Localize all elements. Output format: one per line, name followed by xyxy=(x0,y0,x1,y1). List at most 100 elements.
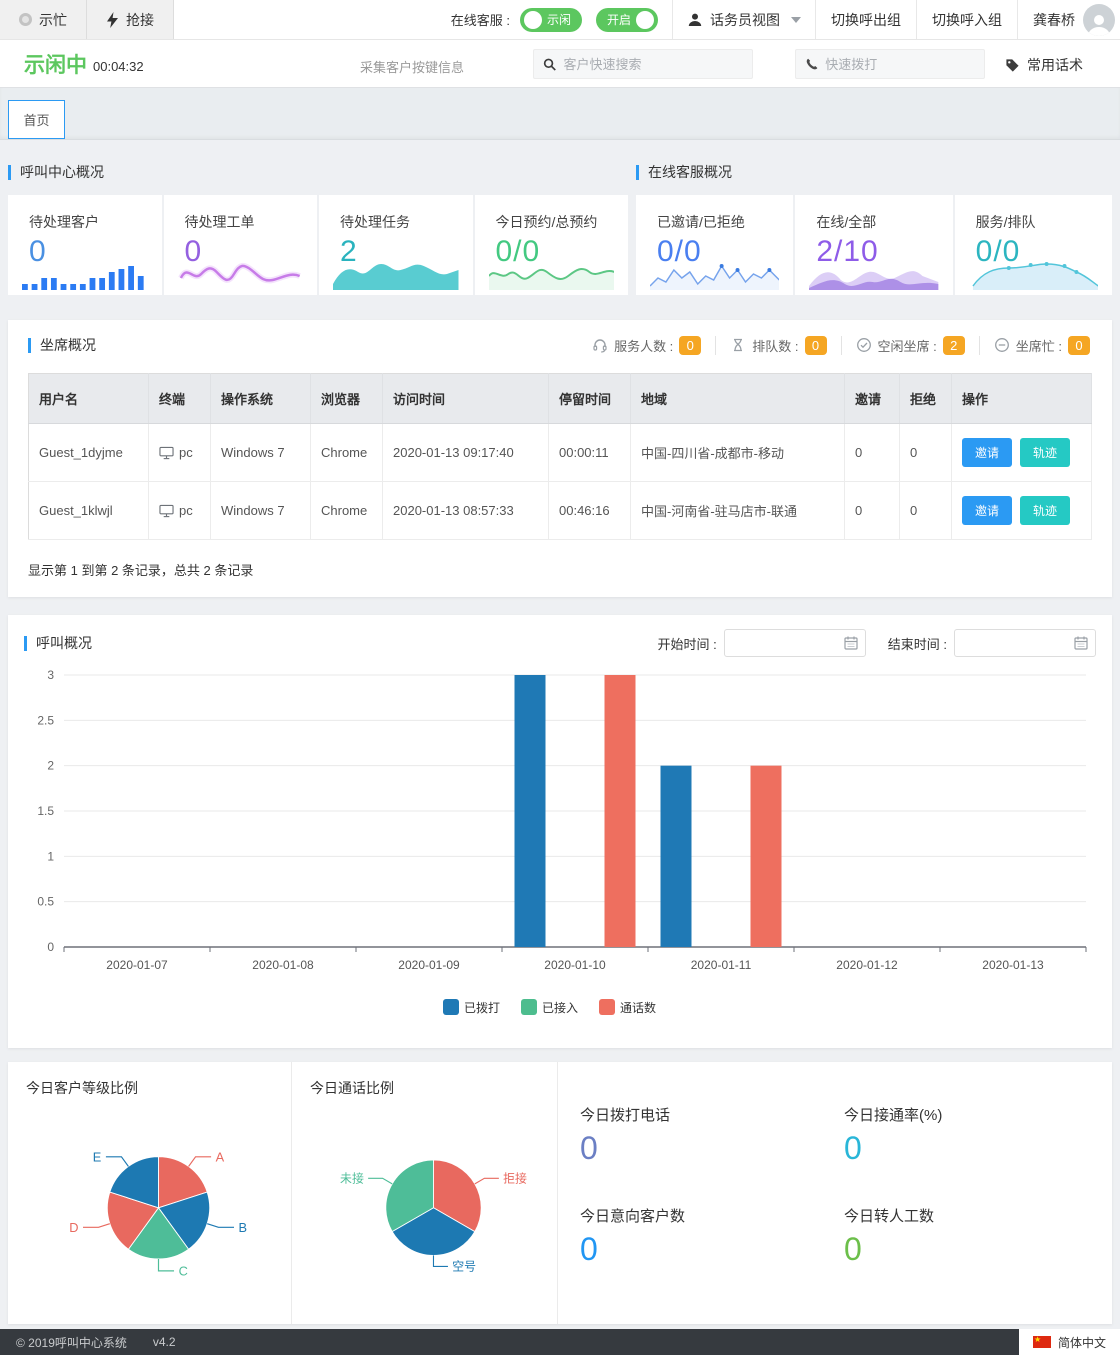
search-input[interactable] xyxy=(563,56,743,72)
collect-keys-button[interactable]: 采集客户按键信息 xyxy=(360,60,465,75)
language-switcher[interactable]: 简体中文 xyxy=(1018,1329,1120,1355)
svg-text:2020-01-11: 2020-01-11 xyxy=(691,958,752,972)
toggle-knob xyxy=(524,10,542,29)
start-time-picker: 开始时间 : xyxy=(658,629,866,657)
customer-level-section: 今日客户等级比例 A B C D E xyxy=(8,1062,292,1324)
track-button[interactable]: 轨迹 xyxy=(1020,438,1071,467)
online-service-overview-section: 在线客服概况 已邀请/已拒绝 0/0 在线/全部 2 xyxy=(636,154,1112,295)
language-label: 简体中文 xyxy=(1057,1335,1106,1350)
version-text: v4.2 xyxy=(152,1335,176,1349)
avatar xyxy=(1083,3,1115,36)
svg-text:1.5: 1.5 xyxy=(37,804,54,818)
sparkline-mountains-purple xyxy=(809,256,939,290)
end-time-picker: 结束时间 : xyxy=(888,629,1096,657)
table-header-row: 用户名 终端 操作系统 浏览器 访问时间 停留时间 地域 邀请 拒绝 操作 xyxy=(28,373,1092,424)
start-time-input[interactable] xyxy=(723,629,866,657)
title-accent-bar xyxy=(24,635,27,651)
customer-quick-search[interactable] xyxy=(533,49,753,79)
card-value: 0/0 xyxy=(657,235,702,268)
start-time-label: 开始时间 : xyxy=(657,636,717,652)
section-title-agents: 坐席概况 xyxy=(28,335,96,355)
toggle-knob xyxy=(636,10,654,29)
svg-text:2.5: 2.5 xyxy=(37,713,54,727)
copyright-text: © 2019呼叫中心系统 xyxy=(16,1335,127,1350)
stat-today-intent-customers: 今日意向客户数 0 xyxy=(580,1208,686,1267)
end-time-label: 结束时间 : xyxy=(887,636,947,652)
calendar-icon[interactable] xyxy=(843,635,859,651)
minus-circle-icon xyxy=(994,338,1009,352)
operator-view-label: 话务员视图 xyxy=(710,11,780,28)
common-phrases-button[interactable]: 常用话术 xyxy=(1005,55,1083,75)
idle-status-toggle[interactable]: 示闲 xyxy=(520,7,582,32)
lightning-icon xyxy=(107,11,118,28)
grab-call-button[interactable]: 抢接 xyxy=(87,0,174,39)
invite-button[interactable]: 邀请 xyxy=(962,438,1013,467)
card-value: 0 xyxy=(184,235,203,268)
tag-icon xyxy=(1006,58,1019,72)
col-visit-time: 访问时间 xyxy=(382,373,549,424)
call-ratio-section: 今日通话比例 拒接 空号 未接 xyxy=(292,1062,558,1324)
china-flag-icon xyxy=(1032,1335,1051,1348)
calendar-icon[interactable] xyxy=(1073,635,1089,651)
operator-view-dropdown[interactable]: 话务员视图 xyxy=(672,0,815,39)
chevron-down-icon xyxy=(791,16,801,23)
stat-badge: 0 xyxy=(804,335,827,355)
invite-button[interactable]: 邀请 xyxy=(962,496,1013,525)
monitor-icon xyxy=(159,446,174,459)
stat-badge: 0 xyxy=(1068,335,1090,355)
idle-toggle-label: 示闲 xyxy=(547,13,572,27)
col-stay-time: 停留时间 xyxy=(548,373,631,424)
stat-busy-agents: 坐席忙 : 0 xyxy=(980,335,1092,355)
show-busy-label: 示忙 xyxy=(39,11,67,28)
pie2-title: 今日通话比例 xyxy=(310,1080,394,1096)
tab-home[interactable]: 首页 xyxy=(8,100,65,139)
svg-text:0: 0 xyxy=(47,940,54,954)
card-pending-customers: 待处理客户 0 xyxy=(8,195,162,295)
col-invited: 邀请 xyxy=(844,373,900,424)
footer: © 2019呼叫中心系统 v4.2 简体中文 xyxy=(0,1329,1120,1355)
card-online-total: 在线/全部 2/10 xyxy=(795,195,953,295)
title-accent-bar xyxy=(636,164,639,180)
card-value: 0/0 xyxy=(495,235,541,268)
call-overview-panel: 呼叫概况 开始时间 : 结束时间 : xyxy=(8,615,1112,1048)
status-timer: 00:04:32 xyxy=(93,59,144,74)
enable-service-toggle[interactable]: 开启 xyxy=(596,7,658,32)
show-busy-button[interactable]: 示忙 xyxy=(0,0,87,39)
on-toggle-label: 开启 xyxy=(606,13,631,27)
stat-today-to-human: 今日转人工数 0 xyxy=(844,1208,935,1267)
dial-input[interactable] xyxy=(825,56,975,72)
switch-inbound-group-button[interactable]: 切换呼入组 xyxy=(916,0,1017,39)
track-button[interactable]: 轨迹 xyxy=(1020,496,1071,525)
user-menu[interactable]: 龚春桥 xyxy=(1017,0,1120,39)
svg-text:1: 1 xyxy=(47,849,54,863)
table-row: Guest_1klwjl pc Windows 7 Chrome 2020-01… xyxy=(28,481,1092,540)
stat-badge: 0 xyxy=(679,335,702,355)
phone-icon xyxy=(806,58,818,69)
monitor-icon xyxy=(159,504,174,517)
card-serving-queue: 服务/排队 0/0 xyxy=(954,195,1112,295)
agent-stats: 服务人数 : 0 排队数 : 0 空闲坐席 : 2 坐席忙 : 0 xyxy=(578,335,1092,355)
svg-text:3: 3 xyxy=(47,668,54,682)
svg-text:E: E xyxy=(93,1149,102,1164)
switch-outbound-group-button[interactable]: 切换呼出组 xyxy=(815,0,916,39)
call-overview-bar-chart: 0 0.5 1 1.5 2 2.5 3 2020-01-07 2020-01-08 2020-01… xyxy=(37,668,1087,1015)
svg-text:2020-01-13: 2020-01-13 xyxy=(982,958,1044,972)
today-summary-panel: 今日客户等级比例 A B C D E 今日通话比例 拒接 空号 未接 今日拨打电话 0 今日… xyxy=(8,1062,1112,1324)
search-icon xyxy=(543,58,556,71)
online-service-label: 在线客服 : xyxy=(450,13,510,28)
card-value: 2 xyxy=(340,235,358,268)
svg-text:2020-01-10: 2020-01-10 xyxy=(544,958,606,972)
card-pending-tickets: 待处理工单 0 xyxy=(163,195,317,295)
call-center-overview-section: 呼叫中心概况 待处理客户 0 xyxy=(8,154,628,295)
svg-text:未接: 未接 xyxy=(340,1172,364,1186)
card-value: 0/0 xyxy=(975,235,1021,268)
card-invited-rejected: 已邀请/已拒绝 0/0 xyxy=(636,195,794,295)
end-time-input[interactable] xyxy=(954,629,1096,657)
col-region: 地域 xyxy=(630,373,845,424)
table-row: Guest_1dyjme pc Windows 7 Chrome 2020-01… xyxy=(28,423,1092,482)
title-accent-bar xyxy=(8,164,11,180)
quick-dial[interactable] xyxy=(795,49,985,79)
card-today-appointments: 今日预约/总预约 0/0 xyxy=(474,195,628,295)
stat-badge: 2 xyxy=(942,335,965,355)
